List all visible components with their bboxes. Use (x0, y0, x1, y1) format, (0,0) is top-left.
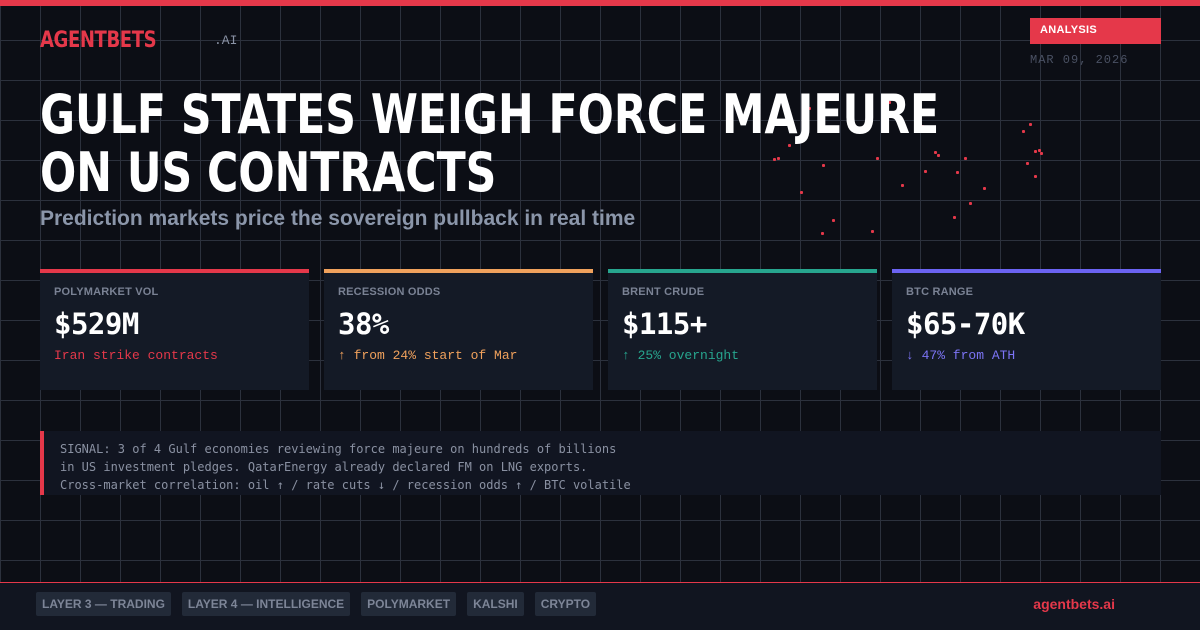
decorative-dots (760, 95, 1060, 245)
stat-card-recession-odds: RECESSION ODDS 38% ↑ from 24% start of M… (324, 269, 593, 390)
decorative-dot (956, 171, 959, 174)
decorative-dot (773, 158, 776, 161)
stat-card-btc-range: BTC RANGE $65-70K ↓ 47% from ATH (892, 269, 1161, 390)
brand-logo-suffix: .AI (214, 33, 238, 48)
decorative-dot (821, 232, 824, 235)
stat-card-value: $115+ (622, 307, 707, 341)
stat-card-note: Iran strike contracts (54, 348, 218, 363)
signal-line: in US investment pledges. QatarEnergy al… (60, 460, 588, 474)
decorative-dot (808, 107, 811, 110)
decorative-dot (832, 219, 835, 222)
decorative-dot (969, 202, 972, 205)
footer-site-link[interactable]: agentbets.ai (1033, 596, 1115, 612)
stat-card-label: RECESSION ODDS (338, 286, 441, 298)
footer-tag-kalshi[interactable]: KALSHI (467, 592, 524, 616)
decorative-dot (964, 157, 967, 160)
decorative-dot (893, 97, 896, 100)
stat-card-value: $529M (54, 307, 139, 341)
decorative-dot (1029, 123, 1032, 126)
stat-card-label: POLYMARKET VOL (54, 286, 159, 298)
footer-tag-list: LAYER 3 — TRADING LAYER 4 — INTELLIGENCE… (36, 592, 597, 616)
decorative-dot (876, 157, 879, 160)
publish-date: MAR 09, 2026 (1030, 53, 1129, 67)
headline-subtitle: Prediction markets price the sovereign p… (40, 207, 636, 230)
decorative-dot (953, 216, 956, 219)
decorative-dot (924, 170, 927, 173)
headline-line: GULF STATES WEIGH FORCE MAJEURE (40, 83, 940, 146)
signal-line: SIGNAL: 3 of 4 Gulf economies reviewing … (60, 442, 617, 456)
decorative-dot (921, 125, 924, 128)
decorative-dot (788, 144, 791, 147)
footer-tag-layer-3[interactable]: LAYER 3 — TRADING (36, 592, 171, 616)
decorative-dot (800, 191, 803, 194)
decorative-dot (1034, 175, 1037, 178)
decorative-dot (934, 151, 937, 154)
brand-logo[interactable]: AGENTBETS (40, 28, 157, 53)
decorative-dot (871, 230, 874, 233)
footer-bar: LAYER 3 — TRADING LAYER 4 — INTELLIGENCE… (0, 582, 1200, 630)
decorative-dot (888, 101, 891, 104)
decorative-dot (885, 112, 888, 115)
top-accent-bar (0, 0, 1200, 6)
stat-card-brent-crude: BRENT CRUDE $115+ ↑ 25% overnight (608, 269, 877, 390)
decorative-dot (901, 184, 904, 187)
stat-card-value: $65-70K (906, 307, 1025, 341)
stat-card-polymarket-vol: POLYMARKET VOL $529M Iran strike contrac… (40, 269, 309, 390)
stat-card-label: BTC RANGE (906, 286, 974, 298)
footer-tag-polymarket[interactable]: POLYMARKET (361, 592, 457, 616)
decorative-dot (1040, 152, 1043, 155)
decorative-dot (1022, 130, 1025, 133)
headline-title: GULF STATES WEIGH FORCE MAJEURE ON US CO… (40, 83, 940, 204)
signal-box: SIGNAL: 3 of 4 Gulf economies reviewing … (40, 431, 1161, 495)
decorative-dot (1026, 162, 1029, 165)
stat-card-note: ↑ from 24% start of Mar (338, 348, 518, 363)
decorative-dot (822, 164, 825, 167)
footer-tag-layer-4[interactable]: LAYER 4 — INTELLIGENCE (181, 592, 351, 616)
stat-card-label: BRENT CRUDE (622, 286, 705, 298)
decorative-dot (1034, 150, 1037, 153)
category-badge: ANALYSIS (1030, 18, 1161, 44)
footer-tag-crypto[interactable]: CRYPTO (534, 592, 597, 616)
decorative-dot (983, 187, 986, 190)
stat-card-note: ↑ 25% overnight (622, 348, 740, 363)
signal-line: Cross-market correlation: oil ↑ / rate c… (60, 478, 631, 492)
stat-card-note: ↓ 47% from ATH (906, 348, 1016, 363)
stat-card-value: 38% (338, 307, 389, 341)
decorative-dot (937, 154, 940, 157)
headline-line: ON US CONTRACTS (40, 141, 497, 204)
decorative-dot (1038, 149, 1041, 152)
decorative-dot (777, 157, 780, 160)
